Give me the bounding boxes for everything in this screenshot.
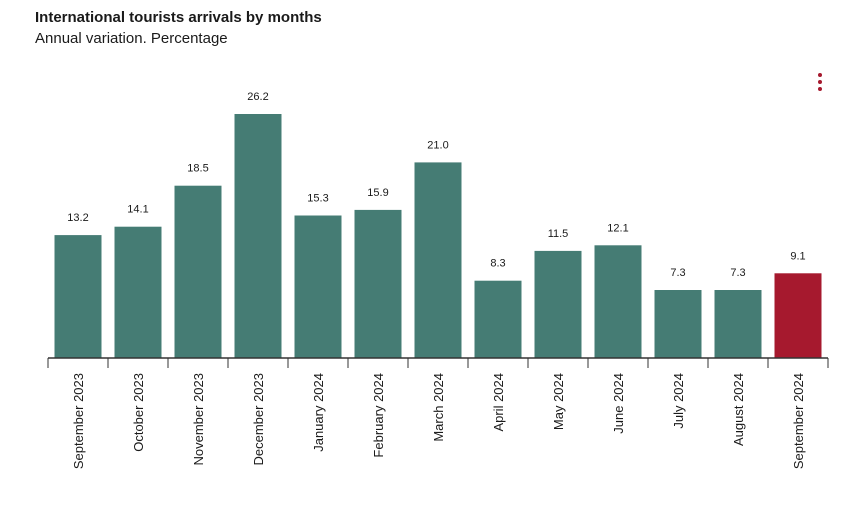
data-label: 15.9 bbox=[367, 187, 388, 199]
bar bbox=[774, 273, 822, 358]
bar bbox=[414, 162, 462, 358]
data-label: 11.5 bbox=[548, 228, 569, 240]
x-tick-label: June 2024 bbox=[611, 373, 626, 434]
bar bbox=[114, 226, 162, 358]
bar bbox=[294, 215, 342, 358]
bar bbox=[714, 290, 762, 358]
data-label: 14.1 bbox=[127, 204, 148, 216]
data-label: 9.1 bbox=[790, 250, 805, 262]
bar bbox=[174, 185, 222, 358]
x-tick-label: January 2024 bbox=[311, 373, 326, 452]
bar bbox=[534, 250, 582, 358]
bar bbox=[234, 114, 282, 358]
data-label: 18.5 bbox=[187, 163, 208, 175]
vertical-dots-icon[interactable] bbox=[812, 72, 828, 92]
bar bbox=[354, 209, 402, 358]
bar bbox=[474, 280, 522, 358]
x-tick-label: April 2024 bbox=[491, 373, 506, 432]
data-label: 26.2 bbox=[247, 91, 268, 103]
x-tick-label: February 2024 bbox=[371, 373, 386, 458]
x-tick-label: September 2024 bbox=[791, 373, 806, 469]
data-label: 21.0 bbox=[427, 139, 448, 151]
data-label: 13.2 bbox=[67, 212, 88, 224]
chart-title: International tourists arrivals by month… bbox=[35, 9, 322, 26]
data-label: 7.3 bbox=[730, 267, 745, 279]
data-label: 7.3 bbox=[670, 267, 685, 279]
x-tick-label: July 2024 bbox=[671, 373, 686, 429]
x-tick-label: March 2024 bbox=[431, 373, 446, 442]
data-label: 15.3 bbox=[307, 193, 328, 205]
x-tick-label: August 2024 bbox=[731, 373, 746, 446]
x-tick-label: September 2023 bbox=[71, 373, 86, 469]
x-tick-label: October 2023 bbox=[131, 373, 146, 452]
bar bbox=[654, 290, 702, 358]
x-tick-label: November 2023 bbox=[191, 373, 206, 466]
bar bbox=[54, 235, 102, 358]
x-tick-label: December 2023 bbox=[251, 373, 266, 466]
data-label: 8.3 bbox=[490, 258, 505, 270]
chart-subtitle: Annual variation. Percentage bbox=[35, 30, 228, 47]
x-tick-label: May 2024 bbox=[551, 373, 566, 430]
bar bbox=[594, 245, 642, 358]
data-label: 12.1 bbox=[607, 222, 628, 234]
